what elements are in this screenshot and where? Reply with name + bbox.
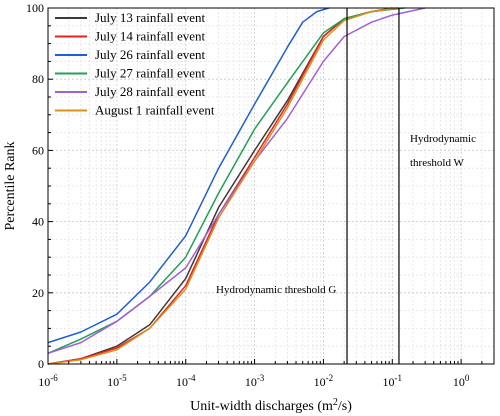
x-tick-exponent: -2 [326,373,334,383]
legend-label-5: July 28 rainfall event [95,84,205,99]
x-tick-label: 10-4 [176,373,196,389]
legend-label-4: July 27 rainfall event [95,66,205,81]
series-lines [47,7,426,365]
threshold-g-label: Hydrodynamic threshold G [216,284,336,296]
x-axis-title-main: Unit-width discharges (m [190,399,333,414]
x-tick-base: 10 [383,375,395,389]
y-tick-label: 40 [32,215,44,229]
x-tick-label: 10-6 [38,373,58,389]
legend-label-2: July 14 rainfall event [95,29,205,44]
y-axis-title: Percentile Rank [3,141,18,230]
legend: July 13 rainfall event July 14 rainfall e… [55,10,215,118]
x-tick-base: 10 [245,375,257,389]
x-tick-exponent: -6 [50,373,58,383]
legend-label-1: July 13 rainfall event [95,10,205,25]
x-tick-exponent: 0 [465,373,470,383]
x-axis-title-sup: 2 [333,397,338,408]
x-tick-base: 10 [107,375,119,389]
x-tick-label: 10-2 [314,373,334,389]
x-tick-label: 10-5 [107,373,127,389]
y-tick-label: 60 [32,143,44,157]
y-tick-label: 80 [32,72,44,86]
y-tick-label: 20 [32,286,44,300]
x-tick-exponent: -5 [119,373,127,383]
x-tick-base: 10 [314,375,326,389]
x-tick-base: 10 [38,375,50,389]
x-tick-base: 10 [453,375,465,389]
x-tick-base: 10 [176,375,188,389]
x-tick-exponent: -4 [188,373,196,383]
x-tick-exponent: -3 [257,373,265,383]
legend-label-6: August 1 rainfall event [95,103,215,118]
y-tick-label: 0 [38,357,44,371]
x-axis-title: Unit-width discharges (m2/s) [190,397,352,414]
series-line-6 [47,7,398,365]
y-tick-label: 100 [26,1,44,15]
x-tick-label: 10-1 [383,373,403,389]
x-tick-exponent: -1 [395,373,403,383]
x-axis-title-end: /s) [338,399,352,414]
series-line-3 [47,7,330,344]
x-tick-label: 10-3 [245,373,265,389]
legend-label-3: July 26 rainfall event [95,47,205,62]
threshold-w-label-line2: threshold W [410,157,464,169]
x-tick-label: 100 [453,373,470,389]
threshold-lines: Hydrodynamic threshold G Hydrodynamic thre… [216,8,476,364]
threshold-w-label-line1: Hydrodynamic [410,133,476,145]
